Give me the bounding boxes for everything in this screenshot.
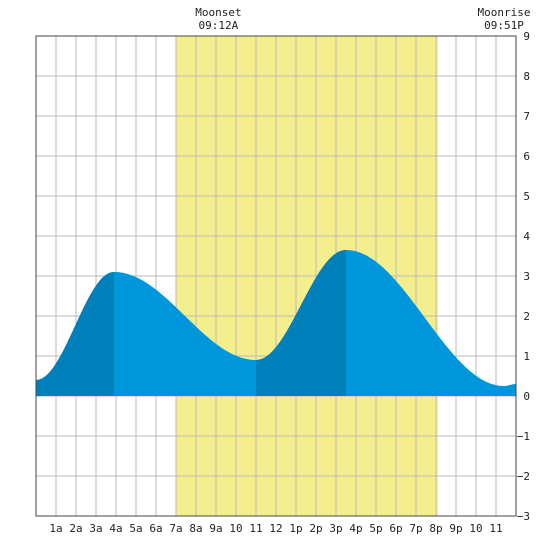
- x-tick-label: 8p: [429, 522, 442, 535]
- y-tick-label: 7: [523, 110, 530, 123]
- x-tick-label: 5a: [129, 522, 142, 535]
- x-tick-label: 7a: [169, 522, 182, 535]
- x-tick-label: 6a: [149, 522, 162, 535]
- x-tick-label: 11: [249, 522, 262, 535]
- y-tick-label: 6: [523, 150, 530, 163]
- x-tick-label: 10: [469, 522, 482, 535]
- y-tick-label: −2: [517, 470, 530, 483]
- y-tick-label: 0: [523, 390, 530, 403]
- y-tick-label: 3: [523, 270, 530, 283]
- y-tick-label: 1: [523, 350, 530, 363]
- x-tick-label: 3p: [329, 522, 342, 535]
- y-tick-label: 4: [523, 230, 530, 243]
- x-tick-label: 2p: [309, 522, 322, 535]
- x-tick-label: 11: [489, 522, 502, 535]
- x-tick-label: 12: [269, 522, 282, 535]
- annotation-title: Moonset: [195, 6, 241, 19]
- tide-area-rising: [36, 272, 114, 396]
- x-tick-label: 5p: [369, 522, 382, 535]
- x-tick-label: 4p: [349, 522, 362, 535]
- x-tick-label: 1p: [289, 522, 302, 535]
- x-tick-label: 3a: [89, 522, 102, 535]
- y-tick-label: −3: [517, 510, 530, 523]
- tide-area-rising: [256, 250, 346, 396]
- x-tick-label: 10: [229, 522, 242, 535]
- y-tick-label: 8: [523, 70, 530, 83]
- plot-frame-layer: [35, 35, 517, 517]
- tide-area: [36, 250, 516, 396]
- annotation-title: Moonrise: [478, 6, 531, 19]
- y-tick-label: 9: [523, 30, 530, 43]
- y-tick-label: 5: [523, 190, 530, 203]
- x-tick-label: 9a: [209, 522, 222, 535]
- x-tick-label: 1a: [49, 522, 62, 535]
- x-tick-label: 7p: [409, 522, 422, 535]
- annotation-time: 09:12A: [199, 19, 239, 32]
- annotation-time: 09:51P: [484, 19, 524, 32]
- y-tick-label: −1: [517, 430, 530, 443]
- x-tick-label: 9p: [449, 522, 462, 535]
- tide-area-layer: [36, 250, 516, 396]
- y-tick-labels: 9 8 7 6 5 4 3 2 1 0 −1 −2 −3: [517, 30, 531, 523]
- x-tick-label: 4a: [109, 522, 122, 535]
- x-tick-label: 2a: [69, 522, 82, 535]
- x-tick-label: 8a: [189, 522, 202, 535]
- plot-frame: [35, 35, 517, 517]
- x-tick-label: 6p: [389, 522, 402, 535]
- y-tick-label: 2: [523, 310, 530, 323]
- x-tick-labels: 1a 2a 3a 4a 5a 6a 7a 8a 9a 10 11 12 1p 2p 3p 4p 5p 6p 7p 8p…: [49, 522, 502, 535]
